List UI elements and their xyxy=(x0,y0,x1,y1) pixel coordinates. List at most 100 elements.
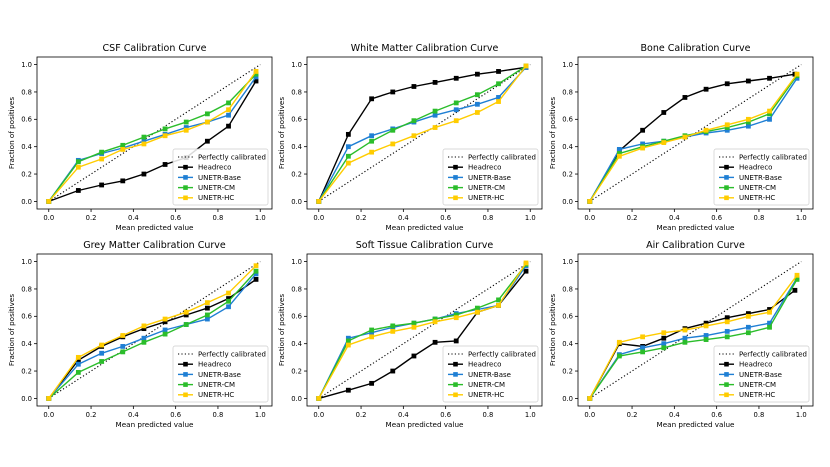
data-point-unetr-base xyxy=(204,316,210,322)
data-point-headreco xyxy=(141,171,147,177)
axes-frame xyxy=(36,253,273,407)
data-point-unetr-cm xyxy=(253,71,259,77)
series-line-unetr-base xyxy=(589,77,798,202)
legend: Perfectly calibrated Headreco UNETR-Base UN… xyxy=(172,345,269,403)
data-point-unetr-base xyxy=(253,271,259,277)
data-point-unetr-cm xyxy=(120,349,126,355)
x-tick-label: 1.0 xyxy=(255,411,266,419)
y-tick-label: 0.2 xyxy=(21,367,32,375)
data-point-unetr-hc xyxy=(411,133,417,139)
axes-frame xyxy=(577,253,814,407)
x-tick-label: 0.6 xyxy=(440,214,451,222)
x-tick-label: 0.4 xyxy=(128,411,139,419)
x-tick-label: 0.6 xyxy=(711,411,722,419)
legend-marker-unetr-base xyxy=(724,372,729,377)
x-tick-label: 0.8 xyxy=(483,411,494,419)
chart-title: Soft Tissue Calibration Curve xyxy=(356,240,494,251)
data-point-headreco xyxy=(369,96,375,102)
legend-marker-unetr-base xyxy=(724,175,729,180)
data-point-unetr-base xyxy=(640,345,646,351)
data-point-unetr-hc xyxy=(745,116,751,122)
data-point-unetr-base xyxy=(767,320,772,326)
data-point-unetr-cm xyxy=(474,92,480,98)
legend-label-perfectly-calibrated: Perfectly calibrated xyxy=(739,350,807,358)
legend-marker-unetr-cm xyxy=(453,185,458,190)
data-point-unetr-hc xyxy=(162,316,168,322)
data-point-unetr-hc xyxy=(390,328,396,334)
data-point-unetr-base xyxy=(724,328,730,334)
data-point-unetr-hc xyxy=(46,199,52,204)
y-tick-label: 0.8 xyxy=(562,88,573,96)
data-point-headreco xyxy=(99,182,105,188)
data-point-unetr-hc xyxy=(46,396,52,401)
y-tick-label: 1.0 xyxy=(21,61,32,69)
series-line-unetr-cm xyxy=(48,73,257,202)
legend-marker-unetr-base xyxy=(453,175,458,180)
data-point-headreco xyxy=(411,353,417,359)
data-point-unetr-hc xyxy=(523,260,529,266)
data-point-unetr-cm xyxy=(794,276,800,282)
data-point-unetr-hc xyxy=(453,315,459,321)
data-point-unetr-base xyxy=(253,74,259,80)
y-tick-label: 0.2 xyxy=(291,367,302,375)
legend-marker-unetr-cm xyxy=(183,185,188,190)
data-point-headreco xyxy=(390,368,396,374)
data-point-unetr-cm xyxy=(724,125,730,130)
data-point-unetr-base xyxy=(767,116,772,122)
series-line-headreco xyxy=(589,289,796,399)
series-line-unetr-hc xyxy=(48,265,257,399)
data-point-unetr-hc xyxy=(345,342,351,348)
data-point-headreco xyxy=(640,127,646,133)
data-point-unetr-hc xyxy=(75,164,81,170)
data-point-unetr-hc xyxy=(316,199,322,204)
data-point-unetr-hc xyxy=(390,141,396,147)
axes-frame xyxy=(36,56,273,210)
data-point-unetr-cm xyxy=(75,370,81,375)
data-point-unetr-cm xyxy=(162,331,168,337)
x-tick-label: 1.0 xyxy=(525,411,536,419)
data-point-unetr-cm xyxy=(432,316,438,322)
legend-marker-unetr-cm xyxy=(724,382,729,387)
data-point-unetr-base xyxy=(453,107,459,113)
data-point-unetr-hc xyxy=(640,334,646,340)
data-point-unetr-cm xyxy=(682,339,688,345)
y-tick-label: 0.6 xyxy=(21,116,32,124)
legend-label-unetr-cm: UNETR-CM xyxy=(468,184,505,192)
legend-label-unetr-cm: UNETR-CM xyxy=(198,184,235,192)
data-point-unetr-hc xyxy=(496,99,501,104)
legend-label-unetr-base: UNETR-Base xyxy=(739,371,782,379)
data-point-unetr-cm xyxy=(474,305,480,311)
data-point-unetr-hc xyxy=(724,122,730,128)
y-tick-label: 0.4 xyxy=(21,143,32,151)
data-point-unetr-hc xyxy=(75,354,81,360)
y-axis-label: Fraction of positives xyxy=(277,294,286,366)
data-point-unetr-hc xyxy=(587,396,593,401)
data-point-unetr-hc xyxy=(703,127,709,133)
legend-marker-headreco xyxy=(453,164,458,170)
legend-box xyxy=(713,148,810,206)
data-point-headreco xyxy=(474,71,480,77)
series-line-unetr-hc xyxy=(318,262,527,399)
data-point-unetr-base xyxy=(496,95,501,100)
data-point-unetr-cm xyxy=(253,268,259,274)
x-tick-label: 0.4 xyxy=(128,214,139,222)
data-point-headreco xyxy=(767,307,772,312)
legend-label-unetr-base: UNETR-Base xyxy=(198,174,241,182)
legend-label-unetr-hc: UNETR-HC xyxy=(198,391,234,399)
data-point-unetr-hc xyxy=(453,118,459,124)
data-point-unetr-hc xyxy=(369,149,375,155)
y-axis-label: Fraction of positives xyxy=(548,97,557,169)
legend: Perfectly calibrated Headreco UNETR-Base UN… xyxy=(442,345,539,403)
data-point-unetr-cm xyxy=(99,359,105,364)
legend-label-unetr-hc: UNETR-HC xyxy=(739,391,775,399)
data-point-unetr-cm xyxy=(640,349,646,355)
x-tick-label: 0.2 xyxy=(86,411,97,419)
data-point-unetr-base xyxy=(75,361,81,367)
series-line-unetr-hc xyxy=(318,65,527,202)
y-tick-label: 0.2 xyxy=(562,170,573,178)
axes-frame xyxy=(306,253,543,407)
x-tick-label: 0.6 xyxy=(170,214,181,222)
data-point-headreco xyxy=(682,95,688,100)
data-point-unetr-cm xyxy=(411,118,417,124)
data-point-unetr-cm xyxy=(411,320,417,326)
